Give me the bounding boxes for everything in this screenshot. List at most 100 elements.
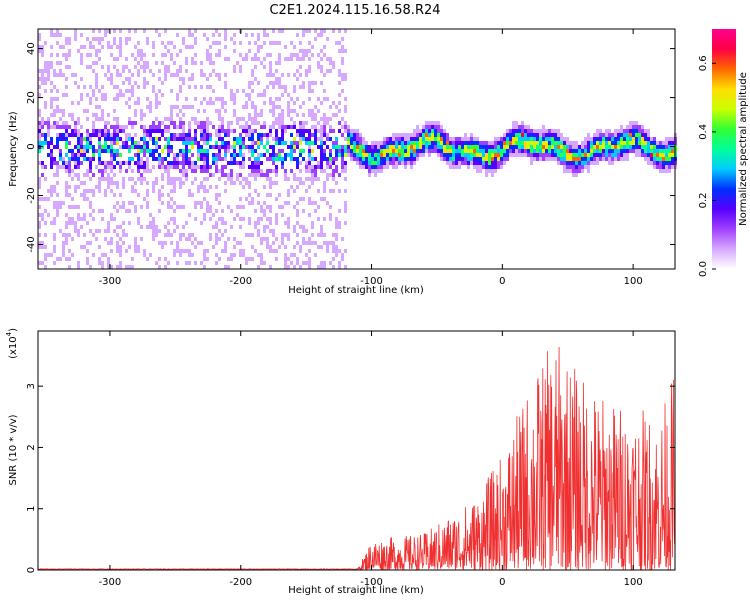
heatmap-cell [215,213,218,217]
heatmap-cell [218,137,221,141]
heatmap-cell [284,77,287,81]
heatmap-cell [104,109,107,113]
heatmap-cell [125,77,128,81]
heatmap-cell [89,189,92,193]
heatmap-cell [446,125,449,129]
heatmap-cell [89,241,92,245]
heatmap-cell [80,245,83,249]
heatmap-cell [158,229,161,233]
heatmap-cell [326,89,329,93]
heatmap-cell [206,193,209,197]
heatmap-cell [275,229,278,233]
heatmap-cell [335,141,338,145]
heatmap-cell [179,45,182,49]
heatmap-cell [296,245,299,249]
heatmap-cell [167,209,170,213]
heatmap-cell [242,89,245,93]
heatmap-cell [515,129,518,133]
heatmap-cell [206,213,209,217]
heatmap-cell [62,265,65,269]
heatmap-cell [374,153,377,157]
heatmap-cell [368,153,371,157]
heatmap-cell [299,261,302,265]
heatmap-cell [221,49,224,53]
heatmap-cell [170,105,173,109]
heatmap-cell [332,173,335,177]
heatmap-cell [95,49,98,53]
heatmap-cell [314,33,317,37]
heatmap-cell [131,89,134,93]
heatmap-cell [263,69,266,73]
heatmap-cell [212,265,215,269]
heatmap-cell [101,205,104,209]
heatmap-cell [200,261,203,265]
heatmap-cell [329,129,332,133]
heatmap-cell [203,49,206,53]
heatmap-cell [152,229,155,233]
heatmap-cell [191,161,194,165]
heatmap-cell [62,45,65,49]
heatmap-cell [500,141,503,145]
heatmap-cell [38,229,41,233]
heatmap-cell [206,141,209,145]
heatmap-cell [596,165,599,169]
heatmap-cell [353,157,356,161]
heatmap-cell [353,125,356,129]
heatmap-cell [353,161,356,165]
heatmap-cell [104,57,107,61]
heatmap-cell [191,261,194,265]
heatmap-cell [200,81,203,85]
heatmap-cell [350,129,353,133]
heatmap-cell [104,97,107,101]
heatmap-cell [221,109,224,113]
heatmap-cell [563,133,566,137]
heatmap-cell [419,133,422,137]
heatmap-cell [224,33,227,37]
heatmap-cell [308,201,311,205]
heatmap-cell [473,153,476,157]
heatmap-cell [53,33,56,37]
heatmap-cell [491,157,494,161]
heatmap-cell [299,153,302,157]
heatmap-cell [134,45,137,49]
heatmap-cell [311,201,314,205]
heatmap-cell [197,253,200,257]
heatmap-cell [92,181,95,185]
heatmap-cell [500,165,503,169]
heatmap-cell [164,129,167,133]
heatmap-cell [110,45,113,49]
heatmap-cell [170,225,173,229]
heatmap-cell [287,101,290,105]
heatmap-cell [374,145,377,149]
heatmap-cell [530,125,533,129]
heatmap-cell [461,169,464,173]
heatmap-cell [47,217,50,221]
heatmap-cell [344,189,347,193]
heatmap-cell [47,121,50,125]
heatmap-cell [62,89,65,93]
heatmap-cell [248,189,251,193]
heatmap-cell [332,265,335,269]
heatmap-cell [212,181,215,185]
heatmap-cell [182,161,185,165]
heatmap-cell [131,81,134,85]
heatmap-cell [233,217,236,221]
heatmap-cell [98,77,101,81]
heatmap-cell [458,141,461,145]
heatmap-cell [305,209,308,213]
heatmap-cell [101,161,104,165]
heatmap-cell [458,133,461,137]
heatmap-cell [50,185,53,189]
heatmap-cell [41,209,44,213]
heatmap-cell [383,149,386,153]
heatmap-cell [455,149,458,153]
heatmap-cell [278,61,281,65]
heatmap-cell [296,69,299,73]
heatmap-cell [101,265,104,269]
heatmap-cell [569,137,572,141]
heatmap-cell [164,181,167,185]
heatmap-cell [359,137,362,141]
heatmap-cell [404,165,407,169]
heatmap-cell [305,137,308,141]
